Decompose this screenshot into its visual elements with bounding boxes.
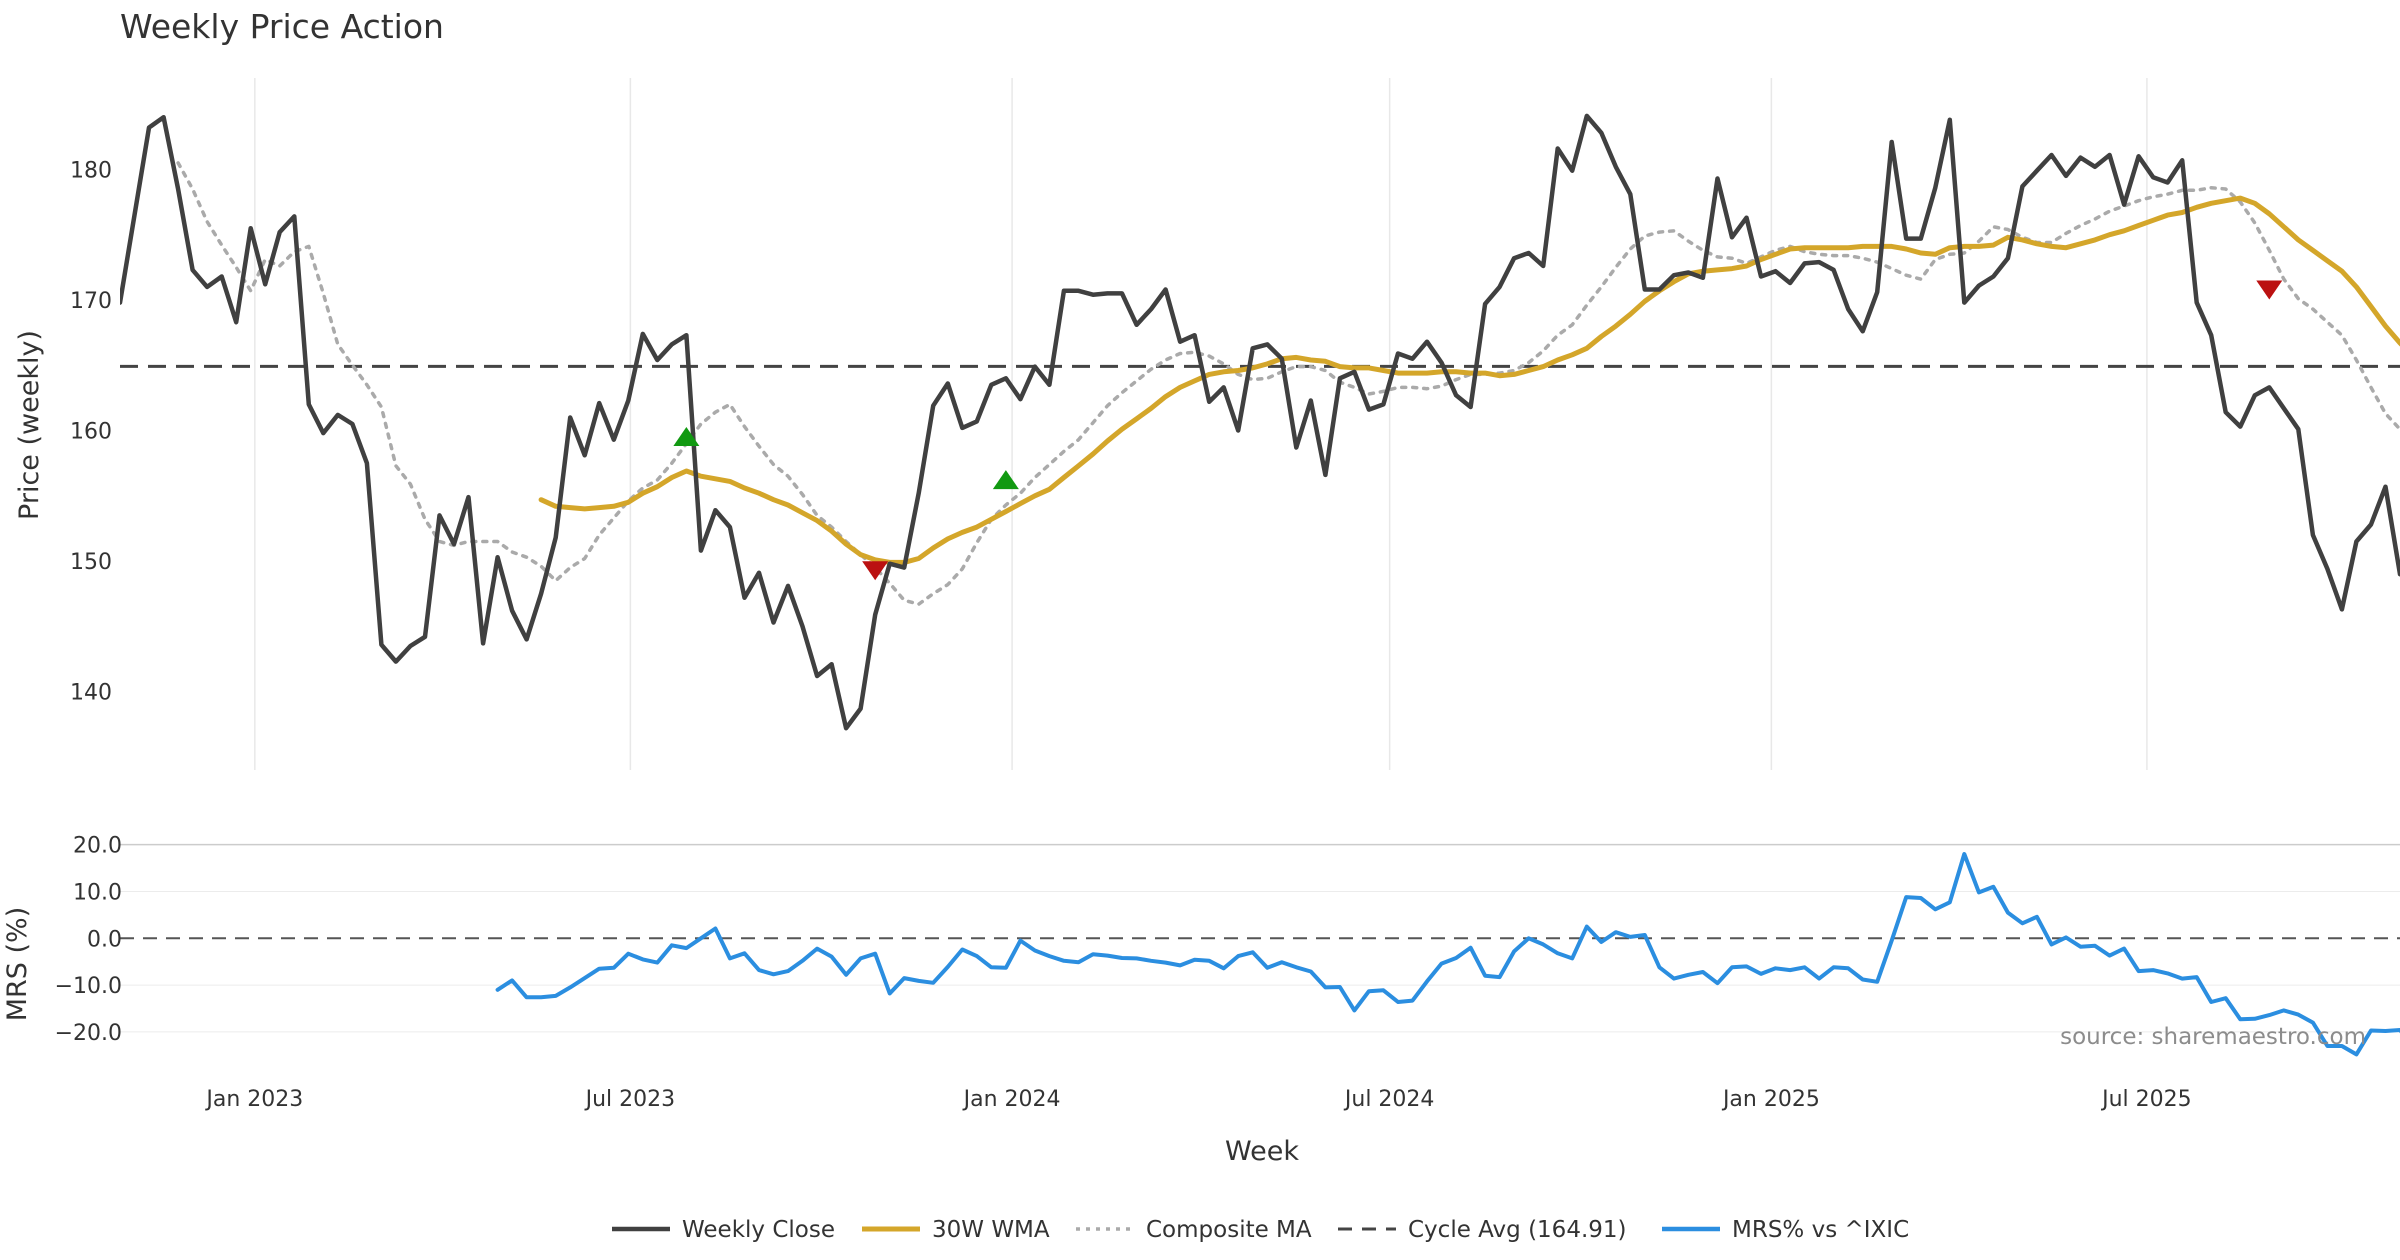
price-y-ticks: 140 150 160 170 180 xyxy=(70,158,112,705)
buy-signal-marker xyxy=(992,470,1019,490)
x-axis-title: Week xyxy=(1225,1136,1299,1167)
buy-signal-marker xyxy=(673,427,700,447)
signal-markers xyxy=(673,280,2283,581)
mrs-y-tick-label: 0.0 xyxy=(87,927,122,952)
price-y-tick-label: 180 xyxy=(70,158,112,183)
mrs-y-tick-label: 20.0 xyxy=(73,834,122,859)
x-tick-label: Jul 2025 xyxy=(2100,1087,2192,1112)
x-ticks: Jan 2023 Jul 2023 Jan 2024 Jul 2024 Jan 2025… xyxy=(204,1087,2191,1112)
price-y-tick-label: 160 xyxy=(70,420,112,445)
x-tick-label: Jul 2023 xyxy=(584,1087,676,1112)
price-y-tick-label: 140 xyxy=(70,681,112,706)
mrs-y-ticks: 20.0 10.0 0.0 −10.0 −20.0 xyxy=(55,834,122,1046)
x-tick-label: Jan 2025 xyxy=(1721,1087,1820,1112)
series-line-30w-wma xyxy=(538,195,2400,565)
source-annotation: source: sharemaestro.com xyxy=(2060,1024,2366,1050)
x-tick-label: Jan 2024 xyxy=(962,1087,1061,1112)
price-y-axis-title: Price (weekly) xyxy=(14,330,45,520)
legend: Weekly Close 30W WMA Composite MA Cycle Avg… xyxy=(612,1217,1909,1243)
chart-title: Weekly Price Action xyxy=(120,7,444,46)
legend-label: 30W WMA xyxy=(932,1217,1050,1243)
series-line-mrs-vs-ixic xyxy=(495,852,2400,1057)
x-tick-label: Jan 2023 xyxy=(204,1087,303,1112)
mrs-y-tick-label: 10.0 xyxy=(73,880,122,905)
series-line-weekly-close xyxy=(120,113,2400,731)
mrs-y-axis-title: MRS (%) xyxy=(2,907,33,1022)
sell-signal-marker xyxy=(2256,280,2283,300)
legend-label: MRS% vs ^IXIC xyxy=(1732,1217,1909,1243)
price-series xyxy=(120,113,2400,731)
price-y-tick-label: 150 xyxy=(70,550,112,575)
mrs-series xyxy=(495,852,2400,1057)
mrs-y-tick-label: −10.0 xyxy=(55,974,122,999)
mrs-y-tick-label: −20.0 xyxy=(55,1021,122,1046)
sell-signal-marker xyxy=(862,561,889,581)
legend-label: Cycle Avg (164.91) xyxy=(1408,1217,1627,1243)
legend-label: Weekly Close xyxy=(682,1217,835,1243)
x-tick-label: Jul 2024 xyxy=(1343,1087,1435,1112)
series-line-composite-ma xyxy=(176,161,2400,606)
legend-label: Composite MA xyxy=(1146,1217,1312,1243)
price-y-tick-label: 170 xyxy=(70,289,112,314)
price-gridlines xyxy=(254,78,2148,770)
mrs-gridlines xyxy=(120,843,2400,1033)
